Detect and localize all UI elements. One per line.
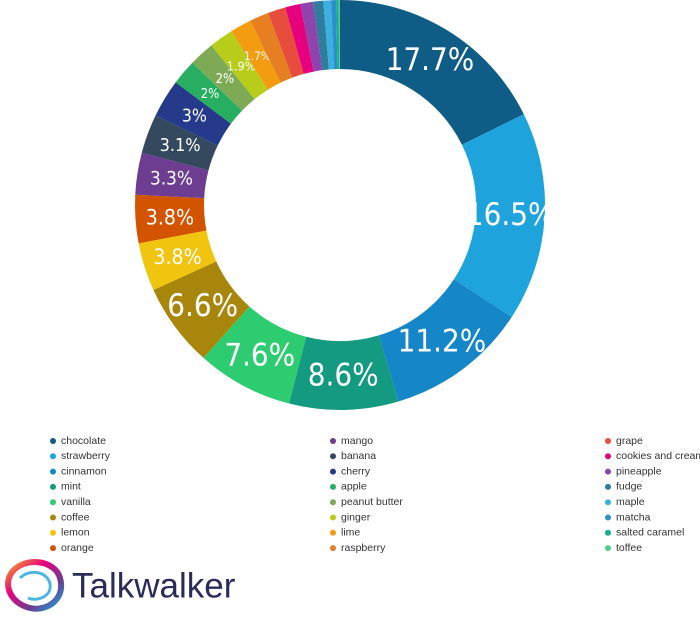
legend-label: apple [341, 481, 367, 493]
legend-label: lime [341, 527, 360, 539]
legend-label: pineapple [616, 465, 662, 477]
legend-swatch [330, 499, 336, 506]
legend-label: coffee [61, 511, 90, 523]
legend-swatch [50, 514, 56, 521]
legend-swatch [605, 438, 611, 444]
donut-slice [323, 0, 335, 70]
donut-slice [250, 13, 293, 83]
data-label: 3.8% [146, 204, 194, 229]
donut-slice [141, 115, 218, 171]
donut-slice [138, 230, 217, 290]
legend-swatch [50, 438, 56, 444]
donut-slice [285, 3, 314, 74]
legend-swatch [330, 529, 336, 536]
legend-label: salted caramel [616, 527, 684, 539]
logo-icon [5, 558, 65, 612]
data-label: 6.6% [167, 288, 238, 324]
legend-swatch [605, 545, 611, 552]
data-label: 1.7% [244, 49, 271, 63]
legend-label: mint [61, 481, 81, 493]
legend-swatch [605, 499, 611, 506]
legend-swatch [330, 483, 336, 490]
legend-swatch [330, 514, 336, 521]
donut-slice [378, 279, 512, 402]
legend-label: chocolate [61, 435, 106, 447]
data-label: 7.6% [224, 337, 295, 373]
legend-swatch [50, 483, 56, 490]
donut-slice [340, 0, 524, 145]
data-label: 2% [201, 87, 220, 102]
donut-slice [175, 62, 243, 124]
data-label: 3.3% [150, 168, 193, 189]
legend-swatch [330, 545, 336, 552]
donut-slice [453, 114, 545, 318]
legend-swatch [50, 545, 56, 552]
data-label: 1.9% [227, 59, 256, 74]
donut-slice [203, 306, 307, 404]
legend-label: vanilla [61, 496, 91, 508]
legend-swatch [50, 468, 56, 475]
donut-slice [336, 0, 340, 70]
legend-label: cookies and cream [616, 450, 700, 462]
legend-swatch [330, 453, 336, 460]
donut-slice [155, 82, 231, 146]
donut-slice [268, 7, 304, 78]
donut-slice [135, 152, 209, 199]
data-label: 17.7% [386, 42, 475, 78]
legend-swatch [605, 453, 611, 460]
donut-slice [338, 0, 340, 70]
donut-slice [300, 1, 323, 72]
donut-slice [153, 261, 250, 358]
legend-label: ginger [341, 511, 371, 523]
legend-label: banana [341, 450, 376, 462]
legend-label: mango [341, 435, 373, 447]
data-label: 3.1% [160, 135, 201, 156]
legend-label: fudge [616, 481, 642, 493]
legend-label: matcha [616, 511, 651, 523]
legend-label: raspberry [341, 542, 386, 554]
data-label: 3% [182, 106, 207, 126]
legend-swatch [605, 529, 611, 536]
legend-swatch [50, 453, 56, 460]
legend-swatch [605, 483, 611, 490]
legend-label: lemon [61, 527, 90, 539]
legend-label: toffee [616, 542, 642, 554]
donut-slice [135, 194, 207, 244]
legend-label: peanut butter [341, 496, 403, 508]
data-label: 11.2% [398, 324, 487, 360]
legend-label: cinnamon [61, 465, 107, 477]
legend-swatch [605, 514, 611, 521]
donut-slice [211, 31, 268, 100]
data-label: 8.6% [308, 357, 379, 393]
legend-swatch [330, 438, 336, 444]
donut-slice [330, 0, 338, 70]
donut-slice [289, 335, 399, 410]
legend-label: cherry [341, 465, 371, 477]
donut-slice [231, 20, 281, 90]
legend-label: maple [616, 496, 645, 508]
donut-slice [192, 45, 255, 111]
legend-swatch [50, 529, 56, 536]
legend-label: strawberry [61, 450, 111, 462]
legend-label: orange [61, 542, 94, 554]
legend-swatch [605, 468, 611, 475]
logo-text: Talkwalker [72, 566, 236, 605]
legend-swatch [330, 468, 336, 475]
data-label: 16.5% [466, 197, 555, 233]
legend-swatch [50, 499, 56, 506]
donut-slice [313, 0, 329, 71]
data-label: 2% [216, 72, 235, 87]
legend-label: grape [616, 435, 643, 447]
data-label: 3.8% [153, 244, 201, 269]
